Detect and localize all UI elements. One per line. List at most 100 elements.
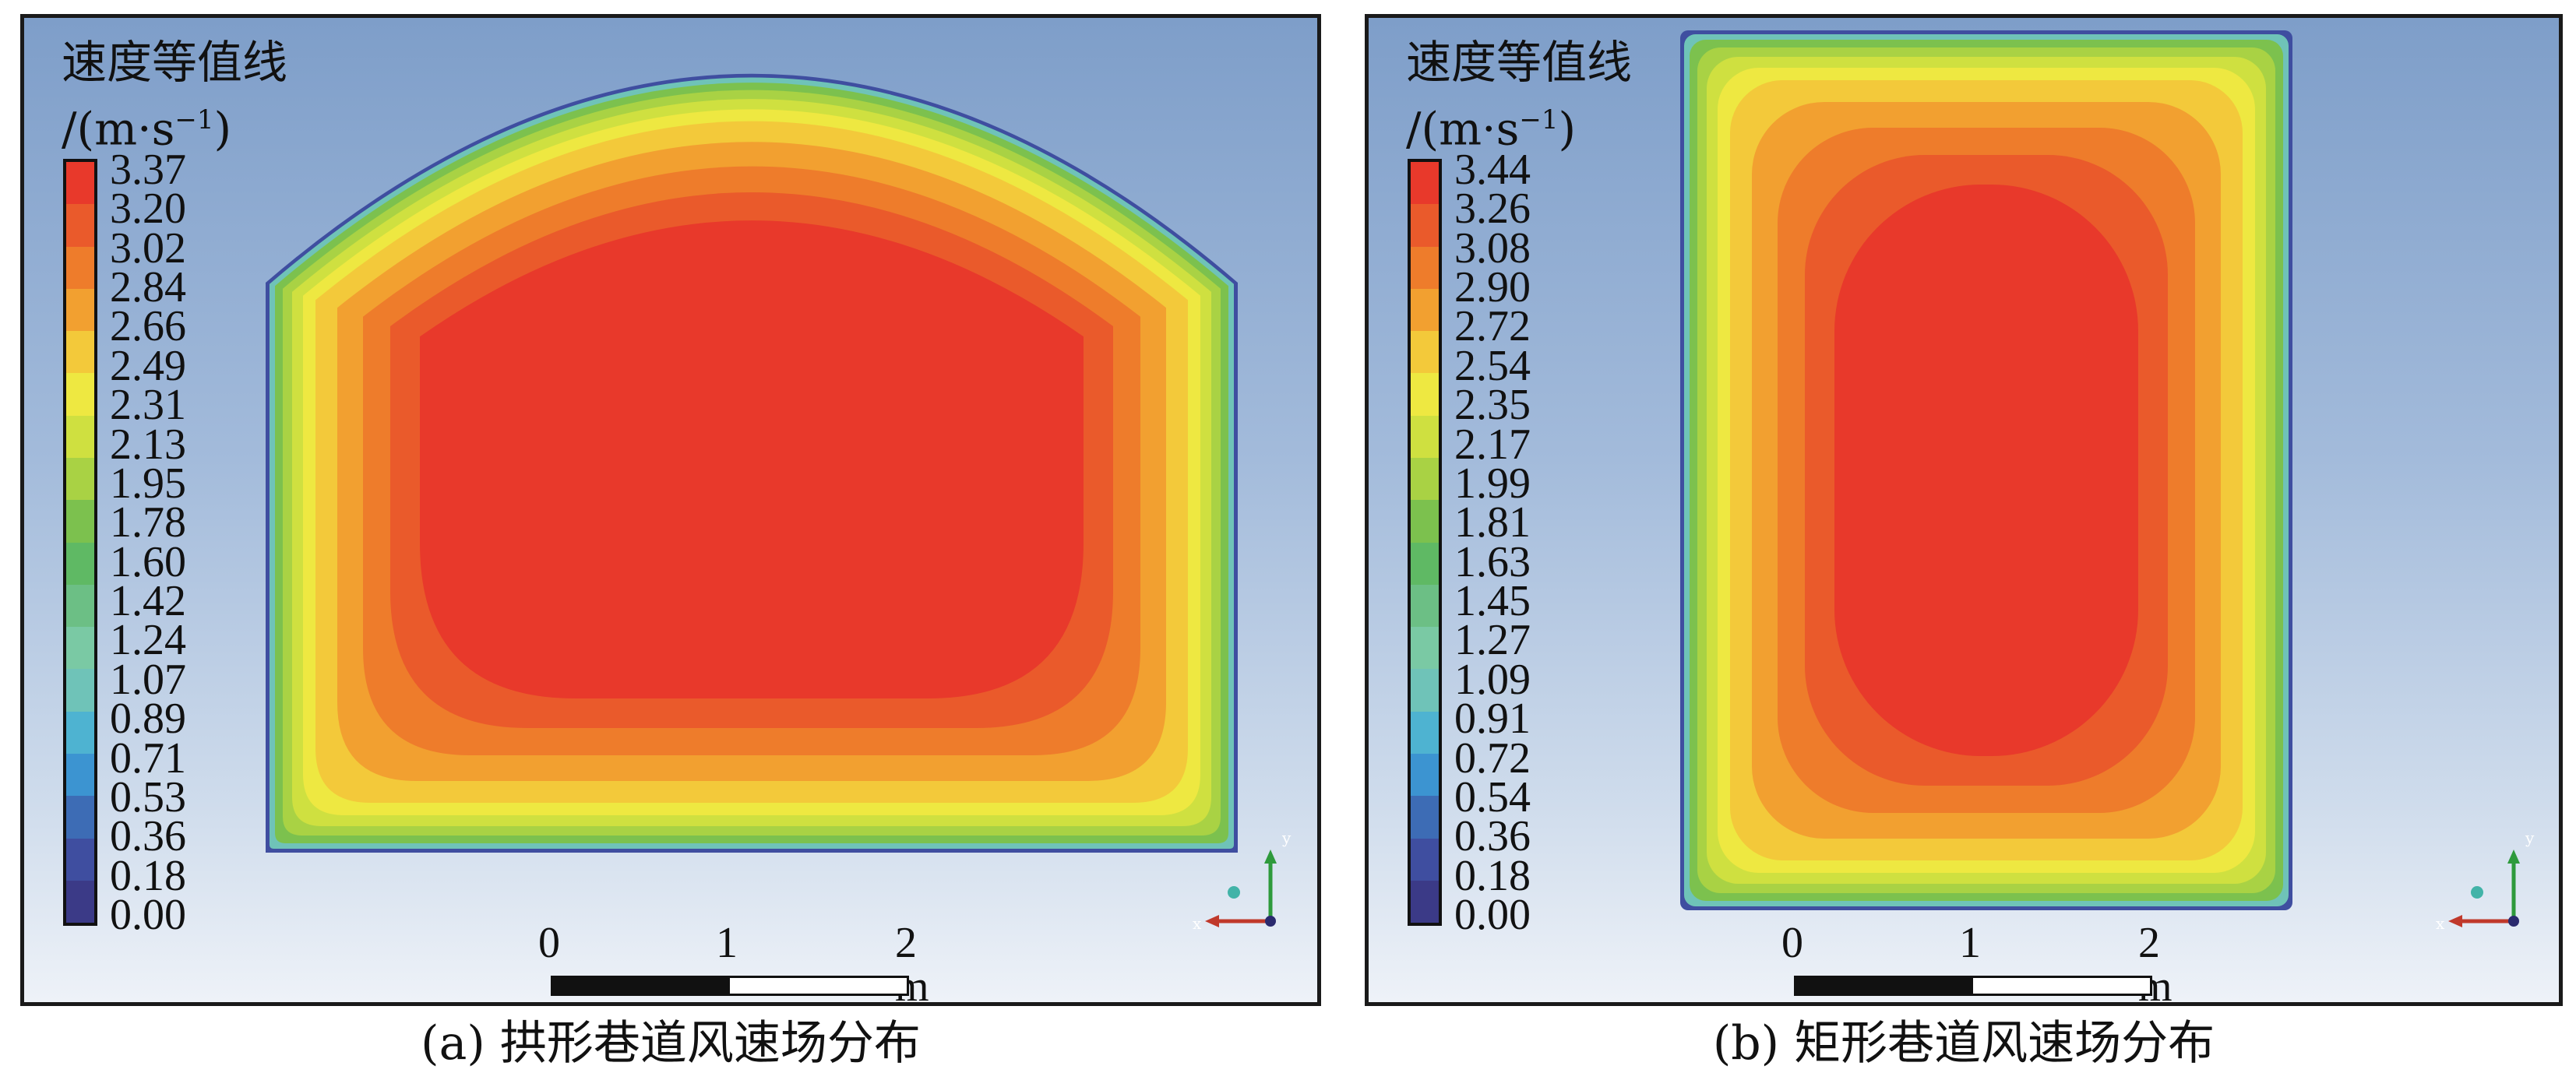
- colorbar-swatch: [66, 373, 94, 416]
- colorbar-swatch: [1411, 711, 1439, 754]
- colorbar-tick-label: 1.09: [1454, 655, 1531, 704]
- colorbar-swatch: [1411, 331, 1439, 374]
- colorbar-tick-label: 2.35: [1454, 381, 1531, 430]
- colorbar-tick-label: 1.27: [1454, 616, 1531, 665]
- colorbar-swatch: [1411, 542, 1439, 585]
- colorbar-tick-label: 0.36: [1454, 812, 1531, 861]
- colorbar: [63, 159, 97, 926]
- svg-text:x: x: [2436, 914, 2445, 933]
- colorbar-tick-label: 0.71: [110, 733, 186, 783]
- svg-text:y: y: [2525, 828, 2535, 847]
- colorbar-swatch: [1411, 838, 1439, 881]
- colorbar-tick-label: 0.54: [1454, 772, 1531, 821]
- legend-unit: /(m·s−1): [62, 91, 287, 157]
- colorbar-tick-label: 0.53: [110, 772, 186, 821]
- colorbar-tick-label: 2.13: [110, 420, 186, 469]
- panel-rect-tunnel: 速度等值线 /(m·s−1) 3.44 3.26 3.08 2.90 2.72 2.54 2…: [1365, 14, 2563, 1006]
- colorbar-swatch: [66, 542, 94, 585]
- colorbar-swatch: [1411, 880, 1439, 923]
- legend-title: 速度等值线 /(m·s−1): [1406, 33, 1632, 157]
- colorbar-tick-label: 0.18: [1454, 851, 1531, 900]
- colorbar-tick-label: 2.17: [1454, 420, 1531, 469]
- arch-velocity-contour: [266, 73, 1238, 853]
- svg-text:y: y: [1281, 828, 1292, 847]
- colorbar-tick-label: 0.00: [1454, 891, 1531, 939]
- scale-bar-graphic: [1794, 976, 2152, 996]
- scale-label-0: 0: [1781, 919, 1803, 967]
- colorbar-tick-label: 0.00: [110, 891, 186, 939]
- colorbar-tick-label: 0.91: [1454, 695, 1531, 744]
- caption-a: (a) 拱形巷道风速场分布: [421, 1016, 921, 1071]
- colorbar-swatch: [1411, 288, 1439, 332]
- scale-label-1: 1: [1959, 919, 1981, 967]
- colorbar-tick-label: 2.49: [110, 341, 186, 390]
- colorbar-tick-label: 3.08: [1454, 223, 1531, 273]
- colorbar-tick-label: 2.90: [1454, 263, 1531, 312]
- colorbar-swatch: [66, 288, 94, 332]
- colorbar-swatch: [1411, 753, 1439, 797]
- colorbar-tick-label: 1.45: [1454, 577, 1531, 626]
- colorbar-tick-label: 1.95: [110, 459, 186, 508]
- colorbar-swatch: [66, 204, 94, 247]
- colorbar-tick-label: 2.54: [1454, 341, 1531, 390]
- legend-unit-exp: −1: [174, 104, 214, 135]
- legend-title-text: 速度等值线: [62, 36, 288, 89]
- colorbar-tick-label: 0.36: [110, 812, 186, 861]
- legend-unit-base: /(m·s: [1406, 102, 1520, 156]
- colorbar-swatch: [1411, 500, 1439, 543]
- axis-triad: y x: [1193, 828, 1292, 933]
- colorbar-tick-label: 0.89: [110, 695, 186, 744]
- axis-triad: y x: [2436, 828, 2535, 933]
- colorbar-swatch: [66, 711, 94, 754]
- legend-unit-exp: −1: [1519, 104, 1559, 135]
- legend-unit-close: ): [1558, 102, 1577, 156]
- colorbar-swatch: [1411, 584, 1439, 628]
- colorbar-tick-label: 1.60: [110, 537, 186, 586]
- contour-band: [1834, 185, 2138, 756]
- legend-unit: /(m·s−1): [1406, 91, 1632, 157]
- colorbar-tick-label: 1.42: [110, 577, 186, 626]
- colorbar-swatch: [66, 669, 94, 712]
- colorbar-tick-label: 0.72: [1454, 733, 1531, 783]
- colorbar-swatch: [1411, 457, 1439, 501]
- colorbar: [1408, 159, 1442, 926]
- colorbar-tick-label: 2.84: [110, 263, 186, 312]
- colorbar-tick-label: 1.63: [1454, 537, 1531, 586]
- legend-title-text: 速度等值线: [1406, 36, 1633, 89]
- colorbar-tick-label: 3.37: [110, 146, 186, 194]
- colorbar-swatch: [1411, 796, 1439, 839]
- colorbar-swatch: [1411, 204, 1439, 247]
- colorbar-swatch: [1411, 627, 1439, 670]
- svg-text:x: x: [1193, 914, 1202, 933]
- colorbar-tick-label: 1.24: [110, 616, 186, 665]
- colorbar-tick-label: 3.20: [110, 185, 186, 234]
- colorbar-swatch: [66, 627, 94, 670]
- legend-title: 速度等值线 /(m·s−1): [62, 33, 287, 157]
- colorbar-tick-label: 2.31: [110, 381, 186, 430]
- colorbar-swatch: [66, 838, 94, 881]
- colorbar-ticks: 3.37 3.20 3.02 2.84 2.66 2.49 2.31 2.13 1.95 1.78…: [110, 148, 227, 937]
- scale-label-2: 2 m: [895, 919, 929, 1006]
- colorbar-tick-label: 1.81: [1454, 498, 1531, 547]
- colorbar-tick-label: 2.72: [1454, 302, 1531, 351]
- panel-arch-tunnel: 速度等值线 /(m·s−1) 3.37 3.20 3.02 2.84 2.66 2.49 2…: [20, 14, 1321, 1006]
- colorbar-tick-label: 3.02: [110, 223, 186, 273]
- colorbar-tick-label: 3.44: [1454, 146, 1531, 194]
- colorbar-swatch: [66, 753, 94, 797]
- colorbar-swatch: [66, 162, 94, 205]
- scale-bar-graphic: [551, 976, 909, 996]
- colorbar-swatch: [66, 331, 94, 374]
- colorbar-tick-label: 2.66: [110, 302, 186, 351]
- colorbar-tick-label: 1.78: [110, 498, 186, 547]
- colorbar-tick-label: 0.18: [110, 851, 186, 900]
- colorbar-ticks: 3.44 3.26 3.08 2.90 2.72 2.54 2.35 2.17 1.99 1.81…: [1454, 148, 1571, 937]
- colorbar-swatch: [1411, 669, 1439, 712]
- contour-band: [420, 220, 1084, 698]
- scale-label-1: 1: [716, 919, 738, 967]
- colorbar-tick-label: 3.26: [1454, 185, 1531, 234]
- colorbar-swatch: [66, 796, 94, 839]
- legend-unit-base: /(m·s: [62, 102, 175, 156]
- colorbar-swatch: [66, 415, 94, 458]
- colorbar-swatch: [66, 880, 94, 923]
- colorbar-swatch: [1411, 162, 1439, 205]
